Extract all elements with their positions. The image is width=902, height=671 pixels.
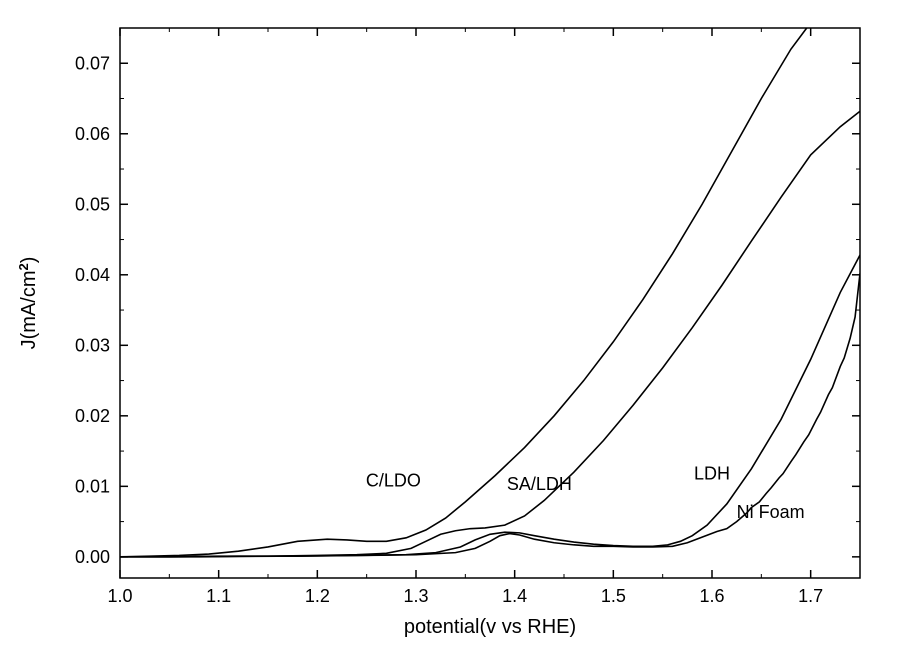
line-chart: 1.0 1.1 1.2 1.3 1.4 1.5 1.6 1.7 0.00 0.01 0.02 0.03…: [0, 0, 902, 671]
y-tick-label: 0.03: [75, 335, 110, 355]
x-tick-label: 1.6: [699, 586, 724, 606]
y-tick-label: 0.07: [75, 53, 110, 73]
x-tick-label: 1.4: [502, 586, 527, 606]
chart-container: 1.0 1.1 1.2 1.3 1.4 1.5 1.6 1.7 0.00 0.01 0.02 0.03…: [0, 0, 902, 671]
x-tick-label: 1.7: [798, 586, 823, 606]
series-label-Ni Foam: Ni Foam: [737, 502, 805, 522]
x-tick-label: 1.1: [206, 586, 231, 606]
x-axis-label: potential(v vs RHE): [404, 616, 576, 638]
plot-frame: [120, 28, 860, 578]
y-tick-label: 0.00: [75, 547, 110, 567]
y-tick-label: 0.04: [75, 265, 110, 285]
x-tick-label: 1.0: [107, 586, 132, 606]
y-tick-label: 0.02: [75, 406, 110, 426]
series-label-C/LDO: C/LDO: [366, 470, 421, 490]
x-tick-label: 1.3: [403, 586, 428, 606]
y-tick-label: 0.06: [75, 124, 110, 144]
series-label-LDH: LDH: [694, 463, 730, 483]
y-tick-label: 0.05: [75, 194, 110, 214]
x-tick-label: 1.5: [601, 586, 626, 606]
series-SA/LDH: [120, 111, 860, 557]
series-label-SA/LDH: SA/LDH: [507, 474, 572, 494]
x-tick-label: 1.2: [305, 586, 330, 606]
y-axis-label: J(mA/cm2): [16, 257, 40, 350]
y-tick-label: 0.01: [75, 476, 110, 496]
curves-group: [120, 28, 860, 557]
